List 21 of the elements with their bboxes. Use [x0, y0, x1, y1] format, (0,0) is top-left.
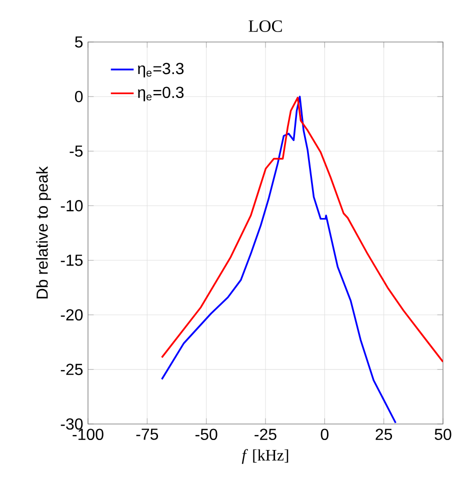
y-tick-label: -20 [60, 309, 83, 321]
y-tick-label: -5 [70, 146, 83, 157]
x-tick-label: -75 [136, 428, 158, 440]
x-axis-title: f [kHz] [242, 449, 288, 464]
x-tick-label: 50 [434, 428, 452, 440]
y-tick-label: 5 [75, 36, 83, 48]
legend-label: η$_{e}$=0.3 [138, 86, 184, 102]
y-tick-label: -15 [60, 254, 83, 266]
x-tick-label: -25 [254, 428, 276, 440]
y-tick-label: -10 [60, 200, 83, 212]
y-tick-label: -25 [60, 364, 83, 376]
chart-title: LOC [248, 20, 282, 32]
y-tick-label: 0 [75, 90, 83, 102]
x-tick-label: 25 [376, 428, 392, 440]
legend-label: η$_{e}$=3.3 [138, 62, 184, 78]
x-tick-label: -50 [195, 428, 218, 440]
line-series [160, 96, 443, 363]
y-axis-title: Db relative to peak [36, 166, 52, 298]
y-tick-label: -30 [60, 418, 83, 430]
x-tick-label: -100 [72, 428, 104, 440]
x-tick-label: 0 [320, 428, 328, 440]
